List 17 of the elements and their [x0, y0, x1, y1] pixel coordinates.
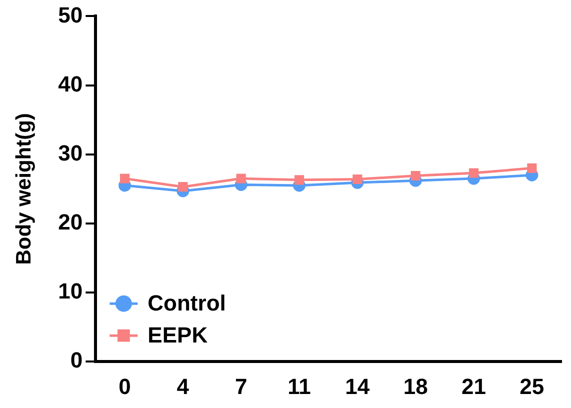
x-tick-label: 7	[234, 374, 248, 399]
y-tick-label: 40	[58, 71, 83, 96]
y-tick-label: 0	[70, 348, 83, 373]
x-tick-label: 0	[118, 374, 131, 399]
x-tick-label: 25	[520, 374, 544, 399]
x-tick-label: 14	[345, 374, 370, 399]
x-tick-label: 11	[288, 374, 311, 399]
y-tick-label: 20	[58, 210, 83, 235]
y-axis-title: Body weight(g)	[12, 113, 36, 265]
y-tick-label: 30	[58, 140, 83, 166]
x-tick-label: 21	[462, 374, 486, 399]
y-tick-label: 50	[58, 2, 83, 28]
x-tick-label: 4	[176, 374, 190, 399]
x-tick-label: 18	[403, 374, 428, 399]
legend-label: Control	[148, 290, 226, 316]
legend-label: EEPK	[148, 322, 208, 348]
y-tick-label: 10	[58, 278, 83, 304]
